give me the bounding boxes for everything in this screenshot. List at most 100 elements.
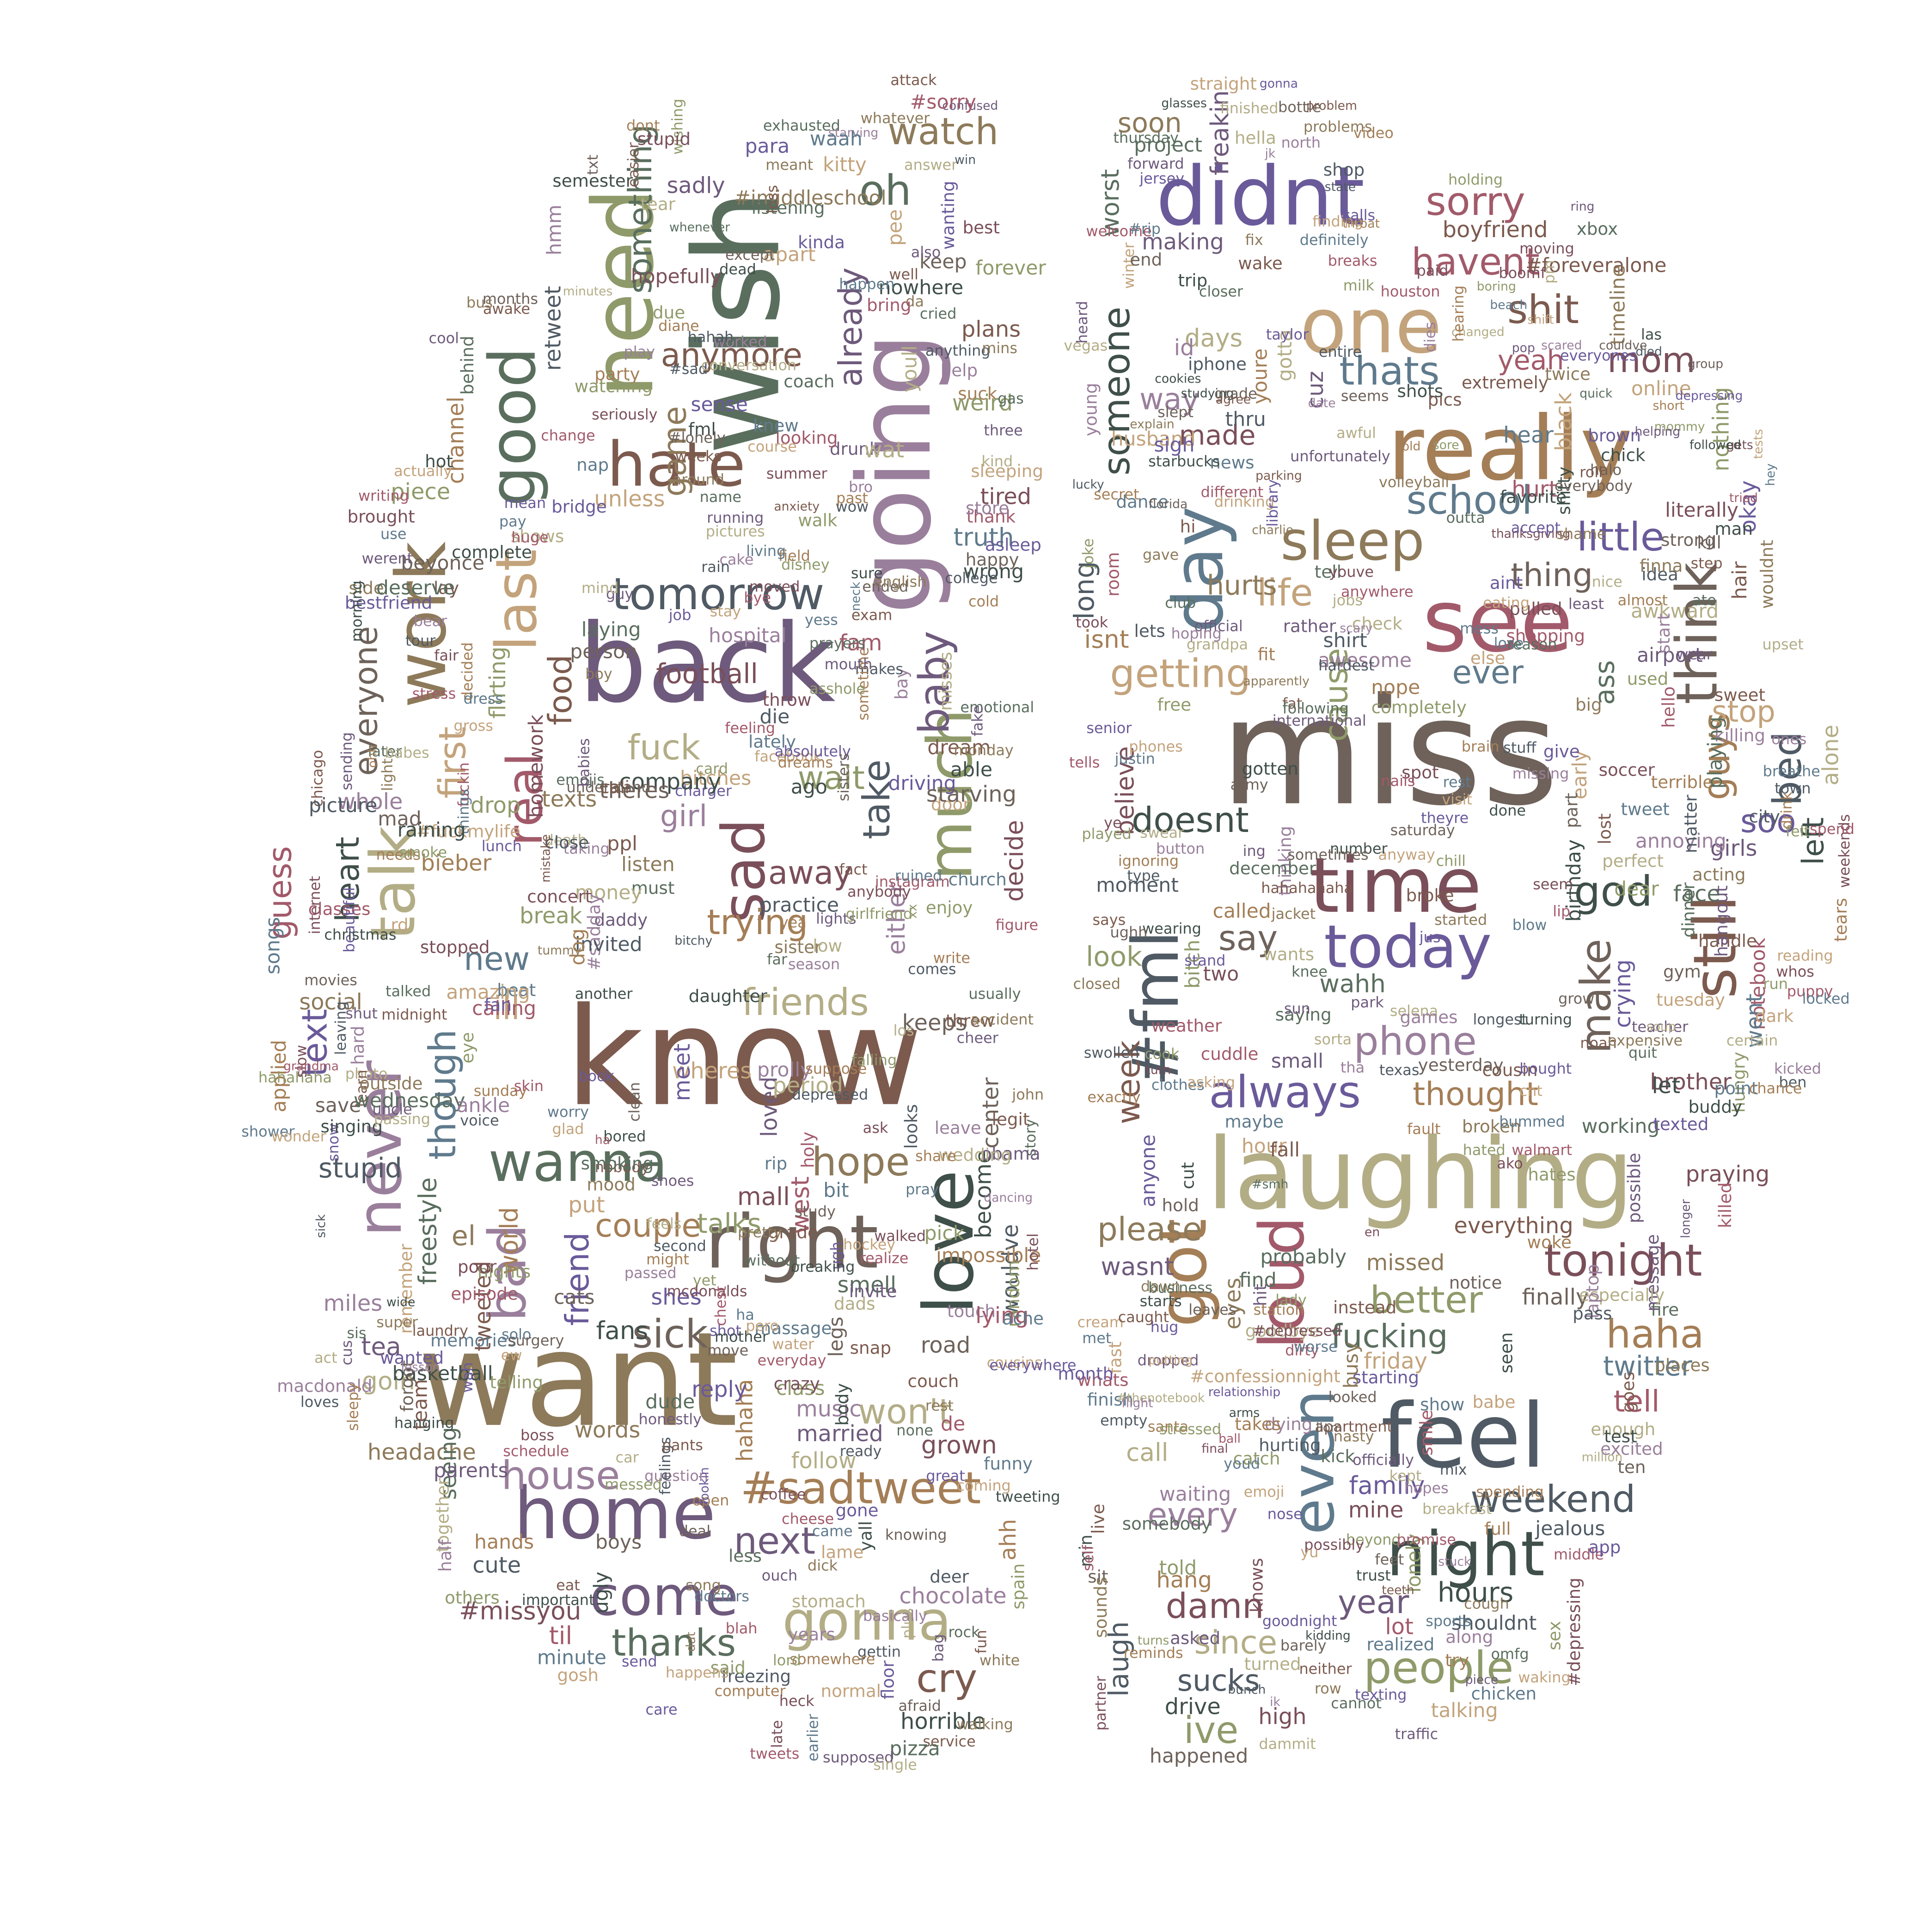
word: following xyxy=(1283,700,1349,717)
word: thru xyxy=(1225,408,1266,431)
word: lame xyxy=(821,1542,863,1562)
word: playing xyxy=(1704,716,1727,789)
word: hug xyxy=(1151,1318,1179,1336)
word: self xyxy=(1079,1545,1097,1571)
word: course xyxy=(747,438,797,455)
word: midnight xyxy=(381,1006,447,1023)
word: coach xyxy=(783,371,834,391)
word: family xyxy=(1349,1471,1425,1500)
word: big xyxy=(1575,695,1602,715)
word: please xyxy=(1097,1211,1202,1248)
word: texas xyxy=(1379,1061,1420,1079)
word: hella xyxy=(1235,128,1276,148)
word: starving xyxy=(926,782,1016,807)
word: free xyxy=(1157,695,1191,715)
word: swollen xyxy=(1084,1044,1139,1062)
word: solo xyxy=(502,1326,532,1343)
word: waiting xyxy=(1159,1483,1231,1506)
word: hours xyxy=(1438,1577,1514,1608)
word: ago xyxy=(791,776,827,799)
word: nope xyxy=(1371,676,1420,699)
word: lost xyxy=(1594,813,1615,844)
word: lesson xyxy=(401,1360,440,1375)
word: werent xyxy=(362,550,413,567)
word: message xyxy=(1642,1234,1663,1311)
word: decide xyxy=(1000,820,1029,902)
word: happened xyxy=(1150,1745,1248,1768)
word: tweeting xyxy=(996,1488,1060,1505)
word: even xyxy=(1279,1390,1347,1535)
word: #depressed xyxy=(1253,1322,1341,1339)
word: bring xyxy=(867,295,912,315)
word: alone xyxy=(1818,725,1843,786)
word: forgot xyxy=(397,1360,417,1412)
word: missed xyxy=(1366,1250,1445,1276)
word: massage xyxy=(754,1318,832,1339)
word: theres xyxy=(600,778,670,803)
word: much xyxy=(915,709,986,880)
word: wishing xyxy=(669,98,686,154)
word: keep xyxy=(919,251,967,274)
word: glad xyxy=(552,1120,584,1138)
word: holding xyxy=(1448,171,1503,188)
word: spot xyxy=(1402,762,1438,783)
word: basketball xyxy=(392,1362,493,1385)
word: wouldve xyxy=(998,1224,1023,1316)
word: doesnt xyxy=(1132,800,1249,840)
word: longer xyxy=(1678,1199,1693,1238)
word: hour xyxy=(1242,1135,1287,1158)
word: told xyxy=(1159,1556,1197,1579)
word: happy xyxy=(966,550,1019,570)
word: fair xyxy=(434,647,459,664)
word: hahah xyxy=(688,328,734,346)
word: rock xyxy=(949,1623,980,1641)
word: took xyxy=(1076,613,1108,631)
word: bieber xyxy=(421,850,492,876)
word: couch xyxy=(908,1371,959,1391)
word: ouch xyxy=(762,1566,798,1584)
word: sleeping xyxy=(971,461,1043,481)
word: summer xyxy=(766,465,828,482)
word: night xyxy=(1387,1519,1545,1590)
word: ready xyxy=(840,1443,882,1460)
word: plans xyxy=(961,317,1021,342)
word: button xyxy=(1156,840,1205,857)
word: barely xyxy=(1280,1637,1327,1654)
word: crazy xyxy=(774,1373,820,1394)
word: boy xyxy=(585,665,612,683)
word: fun xyxy=(973,1630,990,1654)
word: number xyxy=(1330,840,1388,857)
word: row xyxy=(1315,1680,1341,1697)
word: end xyxy=(1130,249,1162,269)
word: beat xyxy=(497,980,536,1000)
word: gotten xyxy=(1242,758,1298,779)
word: brown xyxy=(1588,425,1641,446)
word: fix xyxy=(1245,231,1263,249)
word: ask xyxy=(863,1119,888,1137)
word: pee xyxy=(884,209,907,246)
word: church xyxy=(949,869,1007,889)
word: ache xyxy=(1002,1308,1044,1328)
word: hockey xyxy=(843,1236,895,1253)
word: chest xyxy=(712,1286,729,1326)
word: #rip xyxy=(1129,220,1161,238)
word: stop xyxy=(1712,695,1775,729)
word: grown xyxy=(921,1431,997,1459)
word: anything xyxy=(925,342,991,359)
word: leaving xyxy=(332,1001,349,1055)
word: broken xyxy=(1462,1116,1521,1137)
word: live xyxy=(1088,1504,1108,1534)
word: story xyxy=(1022,1119,1039,1156)
word: less xyxy=(728,1546,762,1566)
word: talked xyxy=(386,983,431,1000)
word: though xyxy=(421,1029,464,1160)
word: shame xyxy=(1556,525,1606,543)
word: #lonely xyxy=(669,429,726,446)
word: teacher xyxy=(1632,1018,1689,1036)
word: mall xyxy=(737,1182,790,1211)
word: blow xyxy=(1512,916,1547,934)
word: matter xyxy=(1681,795,1701,853)
word: finding xyxy=(1312,213,1363,230)
word: club xyxy=(1165,594,1196,611)
word: later xyxy=(368,743,403,760)
